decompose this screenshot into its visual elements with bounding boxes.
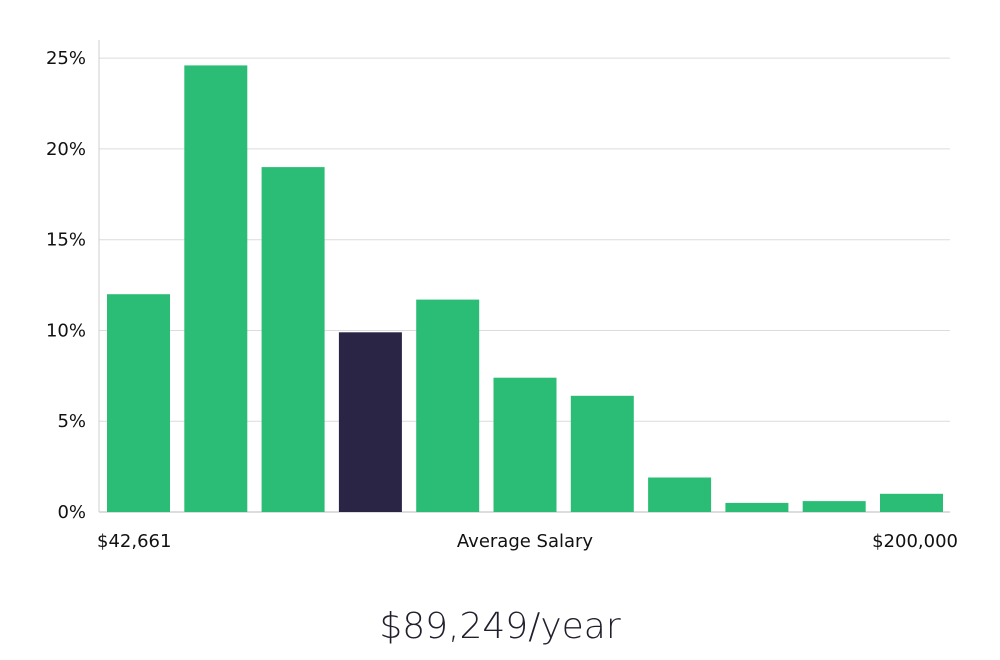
y-tick-label: 10% xyxy=(46,320,86,341)
y-tick-label: 25% xyxy=(46,48,86,69)
y-tick-label: 20% xyxy=(46,139,86,160)
bar xyxy=(880,493,943,512)
bar xyxy=(416,299,480,512)
bar-highlighted xyxy=(338,332,402,512)
bar xyxy=(725,502,789,512)
x-label-average-salary: Average Salary xyxy=(457,531,594,552)
bar xyxy=(802,501,866,512)
bar xyxy=(570,395,634,512)
salary-histogram: 0%5%10%15%20%25% $42,661 Average Salary … xyxy=(46,40,958,552)
y-tick-labels: 0% 5% 10% 15% 20% 25% xyxy=(46,48,86,523)
y-tick-label: 15% xyxy=(46,230,86,251)
bar xyxy=(184,65,248,513)
bar xyxy=(648,477,712,512)
x-label-max: $200,000 xyxy=(872,531,958,552)
x-label-min: $42,661 xyxy=(97,531,171,552)
bar xyxy=(261,167,325,512)
bar xyxy=(493,377,557,512)
bars xyxy=(107,65,943,513)
average-salary-value: $89,249/year xyxy=(379,606,621,647)
bar xyxy=(107,294,170,512)
y-tick-label: 5% xyxy=(57,411,86,432)
y-tick-label: 0% xyxy=(57,502,86,523)
